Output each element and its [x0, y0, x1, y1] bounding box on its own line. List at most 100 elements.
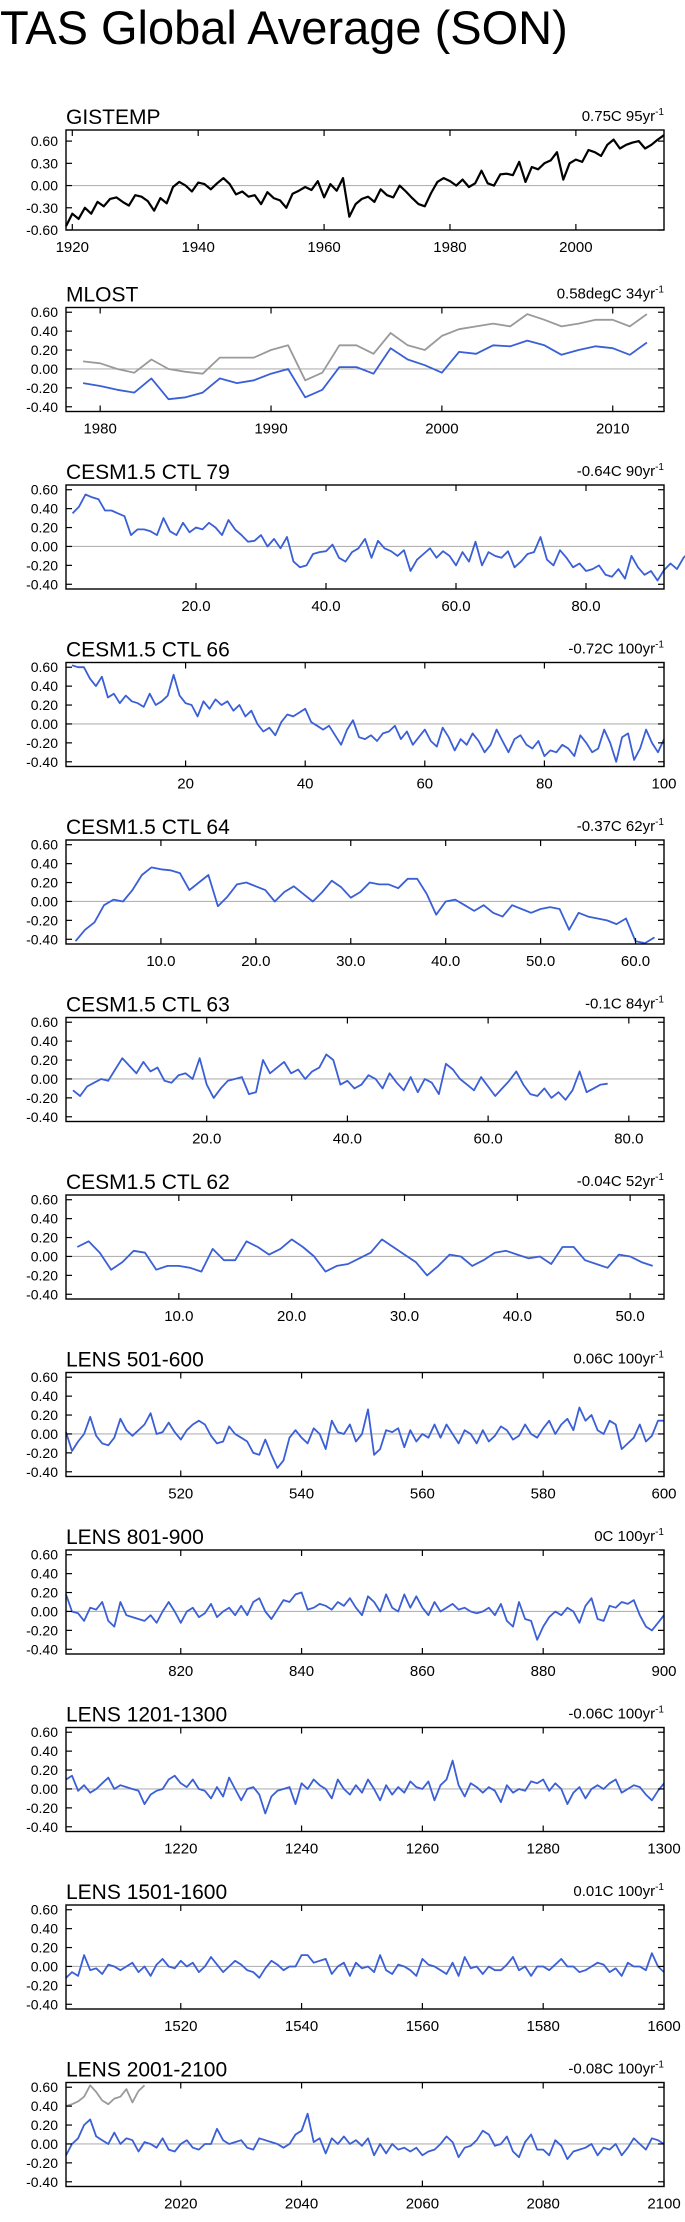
y-tick-label-2-3: 0.20	[31, 342, 58, 358]
plot-frame-11	[65, 1904, 665, 2010]
x-tick-label-2-3: 2010	[596, 421, 629, 438]
y-tick-label-11-3: 0.20	[31, 1940, 58, 1956]
panel-title-11: LENS 1501-1600	[66, 1881, 227, 1904]
x-tick-label-5-1: 20.0	[241, 953, 270, 970]
y-tick-label-11-1: -0.20	[26, 1977, 58, 1993]
y-tick-label-7-4: 0.40	[31, 1211, 58, 1227]
x-tick-label-9-1: 840	[289, 1663, 314, 1680]
y-tick-label-10-4: 0.40	[31, 1743, 58, 1759]
x-tick-label-7-4: 50.0	[616, 1308, 645, 1325]
y-tick-label-2-0: -0.40	[26, 399, 58, 415]
y-tick-label-7-3: 0.20	[31, 1230, 58, 1246]
plot-frame-1	[65, 129, 665, 231]
y-tick-label-10-5: 0.60	[31, 1724, 58, 1740]
y-tick-label-4-3: 0.20	[31, 697, 58, 713]
series-line-2-blue	[82, 339, 648, 401]
y-tick-label-8-3: 0.20	[31, 1407, 58, 1423]
y-tick-label-4-2: 0.00	[31, 716, 58, 732]
panel-trend-1: 0.75C 95yr-1	[582, 107, 665, 125]
x-tick-label-9-4: 900	[651, 1663, 676, 1680]
x-tick-label-8-2: 560	[410, 1486, 435, 1503]
plot-frame-7	[65, 1194, 665, 1300]
x-tick-label-7-0: 10.0	[164, 1308, 193, 1325]
panel-title-4: CESM1.5 CTL 66	[66, 639, 230, 662]
x-tick-label-2-2: 2000	[425, 421, 458, 438]
x-tick-label-6-3: 80.0	[614, 1131, 643, 1148]
series-line-1-gistemp	[65, 134, 665, 227]
y-tick-label-9-3: 0.20	[31, 1585, 58, 1601]
y-tick-label-9-0: -0.40	[26, 1641, 58, 1657]
series-line-10-blue	[65, 1759, 665, 1815]
x-tick-label-10-2: 1260	[406, 1841, 439, 1858]
y-tick-label-11-4: 0.40	[31, 1921, 58, 1937]
plot-frame-6	[65, 1016, 665, 1123]
x-tick-label-6-0: 20.0	[192, 1131, 221, 1148]
y-tick-label-5-4: 0.40	[31, 856, 58, 872]
x-tick-label-1-3: 1980	[433, 239, 466, 256]
panel-title-3: CESM1.5 CTL 79	[66, 461, 230, 484]
series-line-6-blue	[72, 1053, 608, 1101]
y-tick-label-4-4: 0.40	[31, 678, 58, 694]
y-tick-label-11-5: 0.60	[31, 1902, 58, 1918]
x-tick-label-7-1: 20.0	[277, 1308, 306, 1325]
x-tick-label-4-0: 20	[177, 776, 194, 793]
y-tick-label-9-4: 0.40	[31, 1566, 58, 1582]
y-tick-label-6-0: -0.40	[26, 1109, 58, 1125]
y-tick-label-3-5: 0.60	[31, 482, 58, 498]
x-tick-label-5-5: 60.0	[621, 953, 650, 970]
y-tick-label-3-0: -0.40	[26, 576, 58, 592]
panel-trend-4: -0.72C 100yr-1	[568, 640, 664, 658]
x-tick-label-2-1: 1990	[254, 421, 287, 438]
x-tick-label-4-3: 80	[536, 776, 553, 793]
y-tick-label-5-0: -0.40	[26, 931, 58, 947]
x-tick-label-11-0: 1520	[164, 2018, 197, 2035]
y-tick-label-6-5: 0.60	[31, 1014, 58, 1030]
y-tick-label-12-3: 0.20	[31, 2117, 58, 2133]
y-tick-label-3-2: 0.00	[31, 538, 58, 554]
plot-frame-4	[65, 661, 665, 768]
y-tick-label-12-1: -0.20	[26, 2155, 58, 2171]
plot-frame-9	[65, 1549, 665, 1655]
y-tick-label-1-0: -0.60	[26, 222, 58, 238]
panel-trend-7: -0.04C 52yr-1	[577, 1172, 665, 1190]
x-tick-label-5-2: 30.0	[336, 953, 365, 970]
y-tick-label-10-3: 0.20	[31, 1762, 58, 1778]
x-tick-label-11-3: 1580	[527, 2018, 560, 2035]
y-tick-label-6-1: -0.20	[26, 1090, 58, 1106]
y-tick-label-10-2: 0.00	[31, 1781, 58, 1797]
panel-trend-3: -0.64C 90yr-1	[577, 462, 665, 480]
x-tick-label-11-1: 1540	[285, 2018, 318, 2035]
panel-trend-11: 0.01C 100yr-1	[573, 1882, 664, 1900]
y-tick-label-8-5: 0.60	[31, 1369, 58, 1385]
plot-frame-10	[65, 1726, 665, 1833]
y-tick-label-7-5: 0.60	[31, 1192, 58, 1208]
y-tick-label-8-1: -0.20	[26, 1445, 58, 1461]
y-tick-label-10-0: -0.40	[26, 1819, 58, 1835]
y-tick-label-3-4: 0.40	[31, 501, 58, 517]
plot-frame-12	[65, 2081, 665, 2188]
y-tick-label-8-4: 0.40	[31, 1388, 58, 1404]
x-tick-label-8-0: 520	[168, 1486, 193, 1503]
x-tick-label-8-3: 580	[531, 1486, 556, 1503]
series-line-7-blue	[76, 1238, 653, 1277]
y-tick-label-10-1: -0.20	[26, 1800, 58, 1816]
y-tick-label-5-3: 0.20	[31, 875, 58, 891]
x-tick-label-4-4: 100	[651, 776, 676, 793]
y-tick-label-5-5: 0.60	[31, 837, 58, 853]
y-tick-label-2-4: 0.40	[31, 323, 58, 339]
x-tick-label-3-2: 60.0	[441, 598, 470, 615]
x-tick-label-9-2: 860	[410, 1663, 435, 1680]
series-line-2-gray	[83, 313, 648, 382]
series-line-8-blue	[65, 1406, 664, 1469]
x-tick-label-10-0: 1220	[164, 1841, 197, 1858]
x-tick-label-1-0: 1920	[56, 239, 89, 256]
y-tick-label-4-1: -0.20	[26, 735, 58, 751]
x-tick-label-5-4: 50.0	[526, 953, 555, 970]
x-tick-label-12-3: 2080	[527, 2196, 560, 2213]
y-tick-label-8-0: -0.40	[26, 1464, 58, 1480]
series-line-9-blue	[65, 1591, 665, 1641]
series-line-4-blue	[71, 664, 665, 763]
y-tick-label-5-2: 0.00	[31, 893, 58, 909]
panel-trend-9: 0C 100yr-1	[594, 1527, 664, 1545]
